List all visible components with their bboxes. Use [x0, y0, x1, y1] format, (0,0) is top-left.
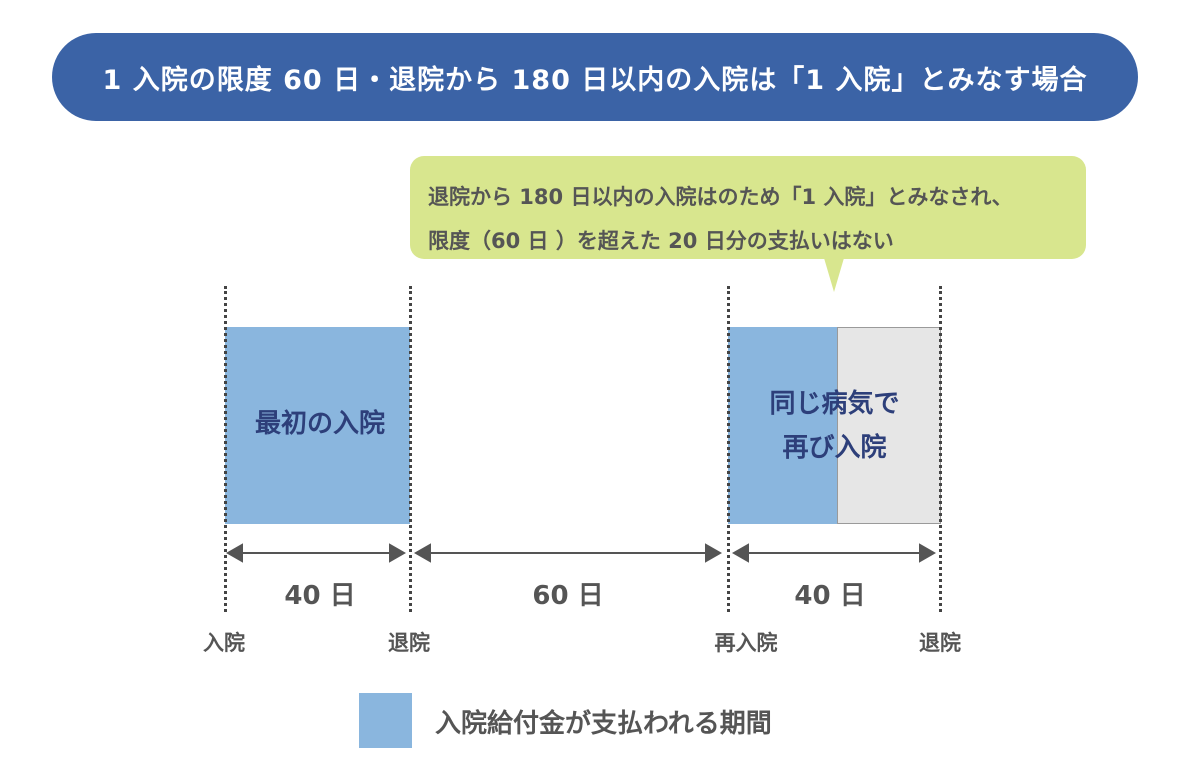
callout-tail — [824, 258, 844, 292]
second-stay-label-line-1: 同じ病気で — [769, 389, 900, 419]
second-stay-label-line-2: 再び入院 — [782, 433, 887, 463]
arrow-interval — [413, 543, 723, 563]
second-stay-paid-block — [728, 327, 837, 524]
callout-line-2: 限度（60 日 ）を超えた 20 日分の支払いはない — [428, 229, 894, 253]
marker-readmission — [727, 286, 730, 612]
arrow-second-stay — [731, 543, 937, 563]
page-title: 1 入院の限度 60 日・退院から 180 日以内の入院は「1 入院」とみなす場… — [102, 64, 1088, 96]
event-label-readmission: 再入院 — [714, 631, 778, 655]
marker-discharge-2 — [939, 286, 942, 612]
span-label-interval: 60 日 — [532, 581, 604, 611]
marker-admission — [224, 286, 227, 612]
title-banner: 1 入院の限度 60 日・退院から 180 日以内の入院は「1 入院」とみなす場… — [52, 33, 1138, 121]
span-label-first: 40 日 — [284, 581, 356, 611]
second-stay-unpaid-block — [837, 327, 941, 524]
event-label-admission: 入院 — [203, 631, 245, 655]
callout-note: 退院から 180 日以内の入院はのため「1 入院」とみなされ、 限度（60 日 … — [410, 156, 1086, 259]
legend-label: 入院給付金が支払われる期間 — [435, 709, 772, 739]
legend-swatch — [359, 693, 412, 748]
event-label-discharge-1: 退院 — [388, 631, 430, 655]
first-stay-block — [225, 327, 410, 524]
span-label-second: 40 日 — [794, 581, 866, 611]
arrow-first-stay — [225, 543, 407, 563]
marker-discharge-1 — [409, 286, 412, 612]
first-stay-label: 最初の入院 — [254, 409, 385, 439]
event-label-discharge-2: 退院 — [919, 631, 961, 655]
callout-line-1: 退院から 180 日以内の入院はのため「1 入院」とみなされ、 — [428, 185, 1013, 209]
second-stay-label: 同じ病気で 再び入院 — [728, 382, 941, 470]
